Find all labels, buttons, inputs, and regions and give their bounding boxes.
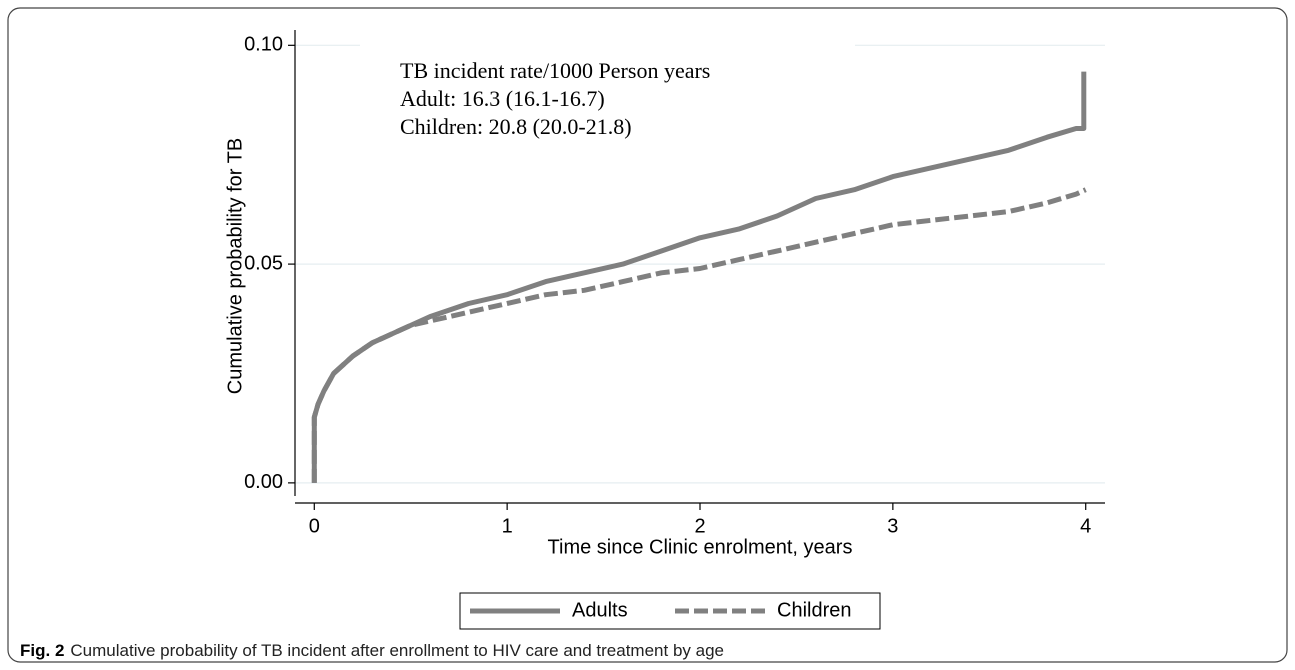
x-tick-label: 1 xyxy=(502,515,513,537)
x-tick-label: 2 xyxy=(694,515,705,537)
caption: Fig. 2 Cumulative probability of TB incid… xyxy=(20,641,724,660)
plot: 0.00 0.05 0.10 0 1 2 3 4 xyxy=(244,30,1105,537)
y-axis-label: Cumulative probability for TB xyxy=(224,138,246,394)
x-axis-label: Time since Clinic enrolment, years xyxy=(548,536,853,558)
x-tick-label: 0 xyxy=(309,515,320,537)
y-tick-label: 0.10 xyxy=(244,34,283,56)
legend-label: Adults xyxy=(572,599,628,621)
line-series xyxy=(311,71,1087,483)
y-tick-label: 0.00 xyxy=(244,471,283,493)
legend-box xyxy=(459,592,881,630)
annotation-box xyxy=(360,40,855,180)
x-tick-label: 4 xyxy=(1080,515,1091,537)
legend-label: Children xyxy=(777,599,851,621)
frame xyxy=(7,7,1288,663)
caption-text: Cumulative probability of TB incident af… xyxy=(70,641,724,660)
caption-label: Fig. 2 xyxy=(20,641,64,660)
annotation: Children: 20.8 (20.0-21.8) xyxy=(400,114,632,139)
annotation: TB incident rate/1000 Person years xyxy=(400,58,710,83)
legend: Adults Children xyxy=(470,599,851,621)
x-tick-label: 3 xyxy=(887,515,898,537)
annotation: Adult: 16.3 (16.1-16.7) xyxy=(400,86,605,111)
y-tick-label: 0.05 xyxy=(244,252,283,274)
